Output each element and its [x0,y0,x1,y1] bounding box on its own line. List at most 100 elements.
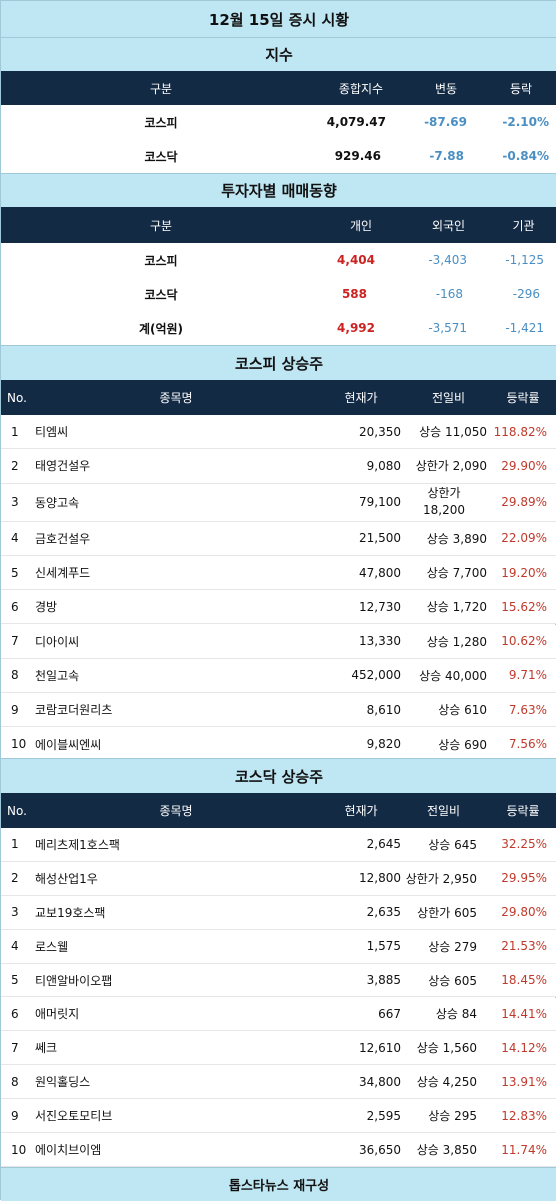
change-rate: 118.82% [493,424,547,439]
change-rate: 22.09% [501,531,547,546]
daily-change: 상승 1,720 [426,600,487,615]
daily-change: 상승 40,000 [419,668,487,683]
stock-name: 교보19호스팩 [35,905,106,920]
row-no: 3 [11,905,19,920]
change-rate: 13.91% [501,1074,547,1089]
header-change: 전일비 [431,391,466,405]
row-no: 6 [11,1006,19,1021]
investor-market: 계(억원) [138,321,184,336]
header-rate: 등락률 [506,391,540,405]
header-individual: 개인 [349,218,373,233]
investor-institution: -296 [512,287,540,301]
table-row: 7 쎄크 12,610 상승 1,560 14.12% [1,1031,556,1066]
stock-name: 서진오토모티브 [35,1109,113,1124]
change-rate: 29.90% [501,458,547,473]
table-row: 10 에이블씨엔씨 9,820 상승 690 7.56% [1,727,556,762]
stock-name: 티앤알바이오팹 [35,973,113,988]
index-row: 코스피 4,079.47 -87.69 -2.10% [1,105,556,139]
investor-institution: -1,125 [505,253,544,267]
current-price: 12,730 [359,599,401,614]
daily-change: 상승 84 [435,1007,477,1022]
header-stock-name: 종목명 [159,391,193,405]
table-row: 9 코람코더원리츠 8,610 상승 610 7.63% [1,693,556,728]
investor-institution: -1,421 [505,321,544,335]
row-no: 8 [11,668,19,683]
stock-name: 쎄크 [35,1041,58,1056]
daily-change: 상승 4,250 [416,1075,477,1090]
stock-name: 코람코더원리츠 [35,703,113,718]
header-institution: 기관 [512,218,535,233]
daily-change-line2: 18,200 [423,503,465,518]
investor-market: 코스닥 [144,287,178,302]
table-row: 9 서진오토모티브 2,595 상승 295 12.83% [1,1099,556,1134]
investors-table-header: 구분 개인 외국인 기관 [1,207,556,243]
header-composite: 종합지수 [338,81,384,96]
table-row: 4 로스웰 1,575 상승 279 21.53% [1,929,556,964]
header-category: 구분 [149,81,173,96]
row-no: 10 [11,1142,27,1157]
change-rate: 29.89% [501,495,547,510]
current-price: 8,610 [366,702,401,717]
header-no: No. [7,390,27,405]
daily-change: 상승 1,560 [416,1041,477,1056]
table-row: 10 에이치브이엠 36,650 상승 3,850 11.74% [1,1133,556,1167]
current-price: 667 [378,1006,401,1021]
investor-individual: 588 [341,287,367,301]
index-row: 코스닥 929.46 -7.88 -0.84% [1,139,556,173]
row-no: 4 [11,531,19,546]
daily-change: 상승 610 [438,703,487,718]
stock-name: 에이치브이엠 [35,1143,102,1158]
investor-market: 코스피 [144,253,178,268]
change-rate: 14.12% [501,1040,547,1055]
header-price: 현재가 [344,391,378,405]
daily-change: 상승 1,280 [426,634,487,649]
table-row: 5 신세계푸드 47,800 상승 7,700 19.20% [1,555,556,591]
current-price: 12,800 [359,871,401,886]
current-price: 1,575 [366,939,401,954]
current-price: 36,650 [359,1142,401,1157]
current-price: 20,350 [359,424,401,439]
row-no: 1 [11,837,19,852]
stock-name: 천일고속 [35,668,80,683]
table-row: 4 금호건설우 21,500 상승 3,890 22.09% [1,521,556,556]
current-price: 79,100 [359,495,401,510]
stock-name: 경방 [35,600,58,615]
current-price: 2,645 [366,837,401,852]
kosdaq-gainers-title: 코스닥 상승주 [1,758,556,793]
row-no: 3 [11,495,19,510]
change-rate: 21.53% [501,939,547,954]
current-price: 9,080 [366,458,401,473]
row-no: 6 [11,599,19,614]
stock-name: 로스웰 [35,939,69,954]
change-rate: 29.95% [501,871,547,886]
change-rate: 12.83% [501,1108,547,1123]
row-no: 5 [11,973,19,988]
table-row: 1 메리츠제1호스팩 2,645 상승 645 32.25% [1,828,556,862]
row-no: 2 [11,871,19,886]
daily-change: 상승 3,850 [416,1143,477,1158]
header-price: 현재가 [344,804,378,818]
daily-change: 상승 3,890 [426,531,487,546]
change-rate: 11.74% [501,1142,547,1157]
investor-row: 코스피 4,404 -3,403 -1,125 [1,243,556,277]
page-title: 12월 15일 증시 시황 [1,1,556,37]
row-no: 5 [11,565,19,580]
investor-foreign: -3,403 [428,253,467,267]
table-row: 6 애머릿지 667 상승 84 14.41% [1,997,556,1032]
investor-individual: 4,992 [337,321,375,335]
row-no: 7 [11,1040,19,1055]
table-row: 8 천일고속 452,000 상승 40,000 9.71% [1,658,556,694]
stock-name: 동양고속 [35,495,80,510]
investors-section-title-text: 투자자별 매매동향 [221,182,337,200]
daily-change: 상승 605 [428,973,477,988]
daily-change: 상승 690 [438,737,487,752]
header-change: 전일비 [426,804,461,818]
current-price: 2,635 [366,905,401,920]
kospi-gainers-title: 코스피 상승주 [1,345,556,380]
stock-name: 금호건설우 [35,531,91,546]
header-foreign: 외국인 [431,218,466,233]
change-rate: 9.71% [508,668,547,683]
index-section-title-text: 지수 [265,46,293,64]
kospi-gainers-title-text: 코스피 상승주 [234,354,324,373]
